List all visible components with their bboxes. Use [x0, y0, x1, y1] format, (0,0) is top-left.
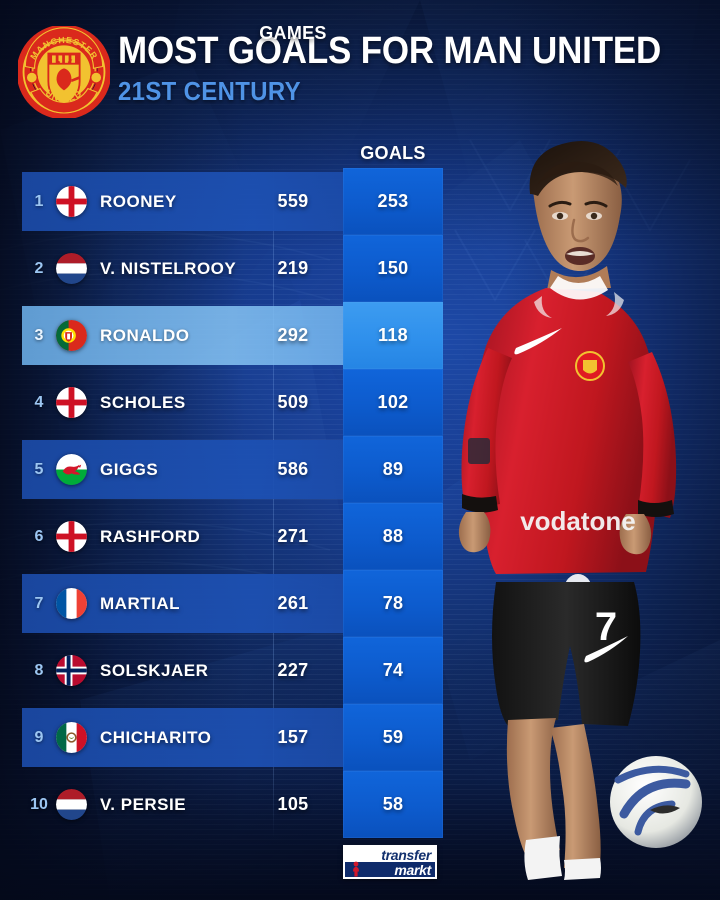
games-value: 227: [277, 660, 309, 680]
goals-cell: 102: [343, 369, 443, 436]
table-row[interactable]: 8 SOLSKJAER 227 74: [0, 637, 470, 704]
wales-flag-icon: [56, 454, 87, 485]
goals-cell: 88: [343, 503, 443, 570]
goals-value: 102: [377, 392, 409, 412]
goals-value: 59: [382, 727, 404, 747]
rank-number: 4: [34, 393, 44, 411]
rank-number: 2: [34, 259, 44, 277]
column-header-games: GAMES: [259, 23, 327, 43]
rank-number: 3: [34, 326, 44, 344]
england-flag-icon: [56, 521, 87, 552]
games-value: 271: [277, 526, 309, 546]
table-row[interactable]: 1 ROONEY 559 253: [0, 168, 470, 235]
player-name: V. PERSIE: [100, 794, 187, 814]
goals-cell: 58: [343, 771, 443, 838]
france-flag-icon: [56, 588, 87, 619]
games-value: 509: [277, 392, 309, 412]
player-name: ROONEY: [100, 191, 177, 211]
svg-text:UNITED: UNITED: [44, 88, 85, 104]
goals-value: 253: [377, 191, 409, 211]
norway-flag-icon: [56, 655, 87, 686]
table-row[interactable]: 6 RASHFORD 271 88: [0, 503, 470, 570]
netherlands-flag-icon: [56, 789, 87, 820]
games-value: 261: [277, 593, 309, 613]
rank-number: 1: [34, 192, 44, 210]
transfermarkt-logo-bottom: markt: [345, 861, 435, 878]
table-row[interactable]: 5 GIGGS 586 89: [0, 436, 470, 503]
transfermarkt-logo[interactable]: transfer markt: [343, 845, 437, 879]
rank-number: 9: [34, 728, 44, 746]
goals-cell: 78: [343, 570, 443, 637]
rank-number: 7: [34, 594, 44, 612]
goals-cell: 150: [343, 235, 443, 302]
netherlands-flag-icon: [56, 253, 87, 284]
goals-cell: 74: [343, 637, 443, 704]
table-row[interactable]: 4 SCHOLES 509 102: [0, 369, 470, 436]
portugal-flag-icon: [56, 320, 87, 351]
player-name: V. NISTELROOY: [100, 258, 237, 278]
column-header-goals: GOALS: [360, 143, 426, 163]
rank-number: 6: [34, 527, 44, 545]
player-name: RASHFORD: [100, 526, 201, 546]
goals-value: 89: [382, 459, 404, 479]
mexico-flag-icon: [56, 722, 87, 753]
transfermarkt-logo-top: transfer: [345, 846, 435, 863]
column-divider: [273, 168, 274, 838]
table-row[interactable]: 7 MARTIAL 261 78: [0, 570, 470, 637]
table-row[interactable]: 2 V. NISTELROOY 219 150: [0, 235, 470, 302]
england-flag-icon: [56, 387, 87, 418]
goals-value: 58: [382, 794, 404, 814]
player-name: RONALDO: [100, 325, 190, 345]
player-name: MARTIAL: [100, 593, 180, 613]
goals-value: 74: [382, 660, 404, 680]
rank-number: 8: [34, 661, 44, 679]
goals-cell: 118: [343, 302, 443, 369]
player-name: GIGGS: [100, 459, 159, 479]
manchester-united-crest: MANCHESTER UNITED: [18, 26, 110, 118]
player-name: SOLSKJAER: [100, 660, 209, 680]
games-value: 292: [277, 325, 309, 345]
table-row[interactable]: 3 RONALDO 292 118: [0, 302, 470, 369]
player-name: CHICHARITO: [100, 727, 212, 747]
header: MANCHESTER UNITED MOST GOALS FOR MAN UNI…: [0, 0, 720, 128]
ranking-table: 1 ROONEY 559 253 2 V. NISTELROOY 219 150 3 RONALD…: [0, 168, 470, 838]
goals-value: 78: [382, 593, 404, 613]
games-value: 157: [277, 727, 309, 747]
goals-value: 88: [382, 526, 404, 546]
svg-text:7: 7: [595, 605, 617, 649]
page-subtitle: 21ST CENTURY: [118, 76, 301, 106]
cristiano-ronaldo-photo: vodatone 7: [458, 140, 702, 880]
games-value: 105: [277, 794, 309, 814]
england-flag-icon: [56, 186, 87, 217]
svg-text:vodatone: vodatone: [520, 506, 636, 536]
games-value: 219: [277, 258, 309, 278]
games-value: 586: [277, 459, 309, 479]
table-row[interactable]: 9 CHICHARITO 157 59: [0, 704, 470, 771]
goals-cell: 89: [343, 436, 443, 503]
rank-number: 5: [34, 460, 44, 478]
transfermarkt-figure-icon: [353, 861, 359, 877]
goals-cell: 59: [343, 704, 443, 771]
table-row[interactable]: 10 V. PERSIE 105 58: [0, 771, 470, 838]
goals-cell: 253: [343, 168, 443, 235]
goals-value: 150: [377, 258, 409, 278]
page-title: MOST GOALS FOR MAN UNITED: [118, 30, 662, 72]
transfermarkt-logo-text-bottom: markt: [394, 861, 431, 878]
transfermarkt-logo-text-top: transfer: [381, 846, 431, 863]
rank-number: 10: [30, 795, 48, 813]
games-value: 559: [277, 191, 309, 211]
player-name: SCHOLES: [100, 392, 186, 412]
goals-value: 118: [378, 325, 408, 345]
